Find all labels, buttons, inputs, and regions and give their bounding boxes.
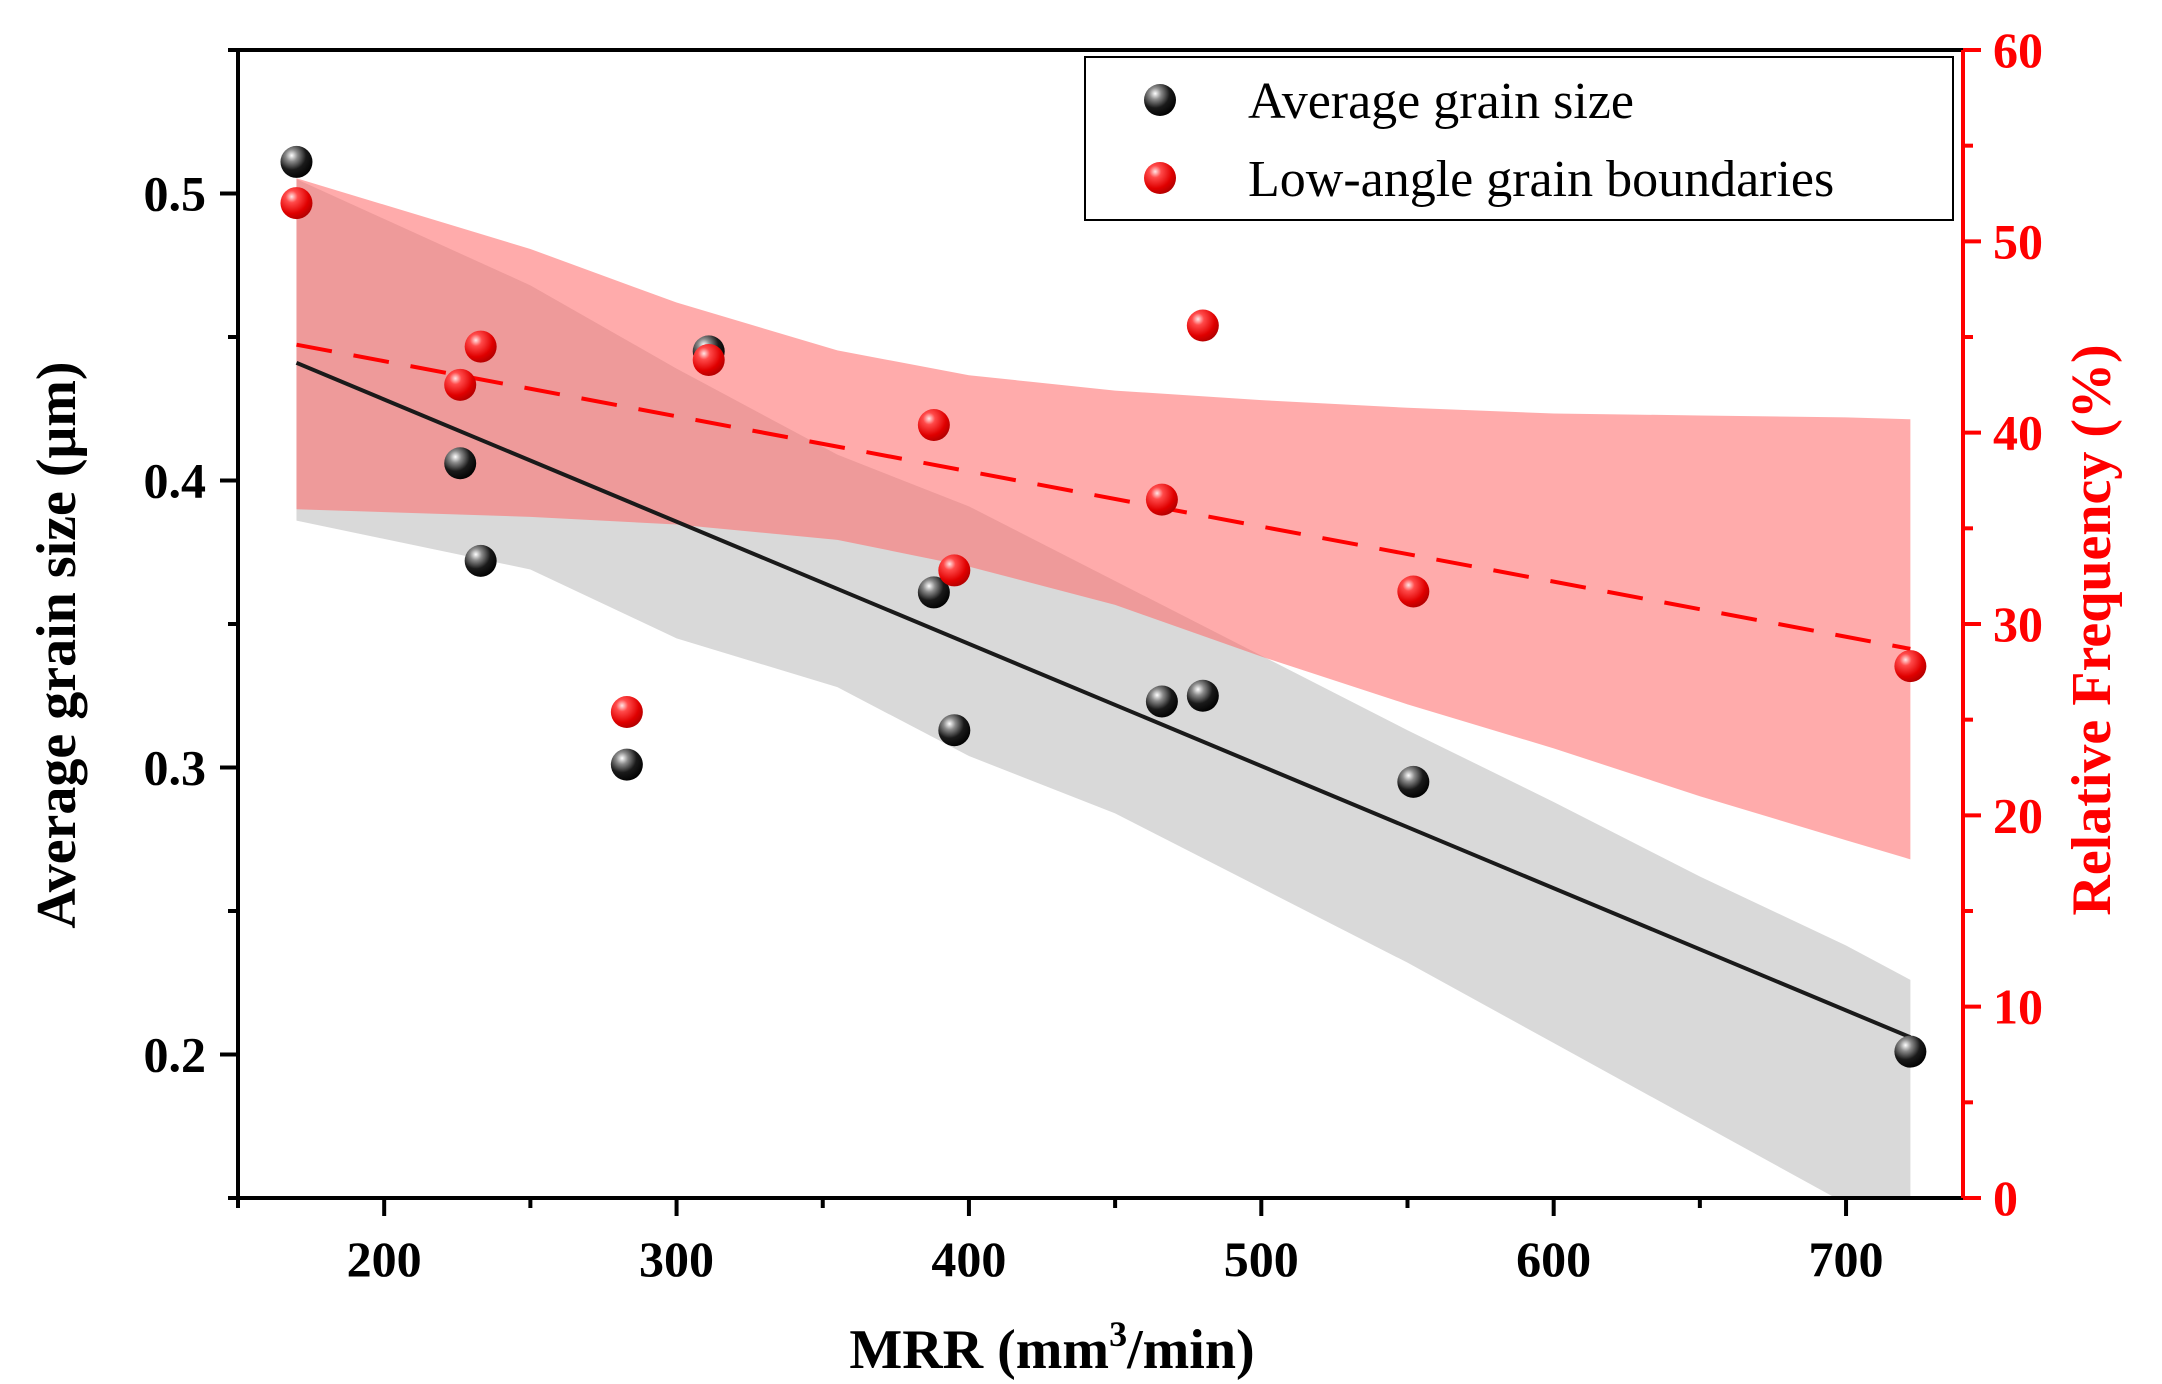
axis-titles: MRR (mm3/min) Average grain size (μm) Re…: [26, 344, 2123, 1381]
point-low-angle-grain-boundaries: [610, 696, 643, 729]
y-right-tick-label: 50: [1993, 213, 2043, 269]
y-right-tick-label: 30: [1993, 596, 2043, 652]
point-average-grain-size: [444, 447, 477, 480]
y-right-axis-title: Relative Frequency (%): [2061, 344, 2123, 915]
x-tick-label: 500: [1224, 1231, 1299, 1287]
y-right-tick-label: 60: [1993, 22, 2043, 78]
y-left-tick-label: 0.4: [144, 453, 207, 509]
x-tick-label: 400: [931, 1231, 1006, 1287]
x-tick-label: 200: [347, 1231, 422, 1287]
point-low-angle-grain-boundaries: [464, 330, 497, 363]
point-average-grain-size: [917, 576, 950, 609]
fit-line-average-grain-size: [295, 360, 1912, 1040]
point-average-grain-size: [1894, 1035, 1927, 1068]
point-low-angle-grain-boundaries: [1186, 309, 1219, 342]
axes: 200 300 400 500 600 700 0.2 0.3 0.4 0.5 0 10 20 30 40 5…: [144, 22, 2044, 1287]
x-axis-title: MRR (mm3/min): [849, 1314, 1254, 1381]
point-average-grain-size: [1145, 685, 1178, 718]
y-right-tick-label: 40: [1993, 405, 2043, 461]
point-average-grain-size: [1186, 679, 1219, 712]
point-low-angle-grain-boundaries: [1397, 575, 1430, 608]
point-average-grain-size: [1397, 765, 1430, 798]
point-average-grain-size: [610, 748, 643, 781]
x-tick-label: 700: [1809, 1231, 1884, 1287]
y-left-tick-label: 0.2: [144, 1027, 207, 1083]
fit-lines: [295, 342, 1912, 1040]
confidence-bands: [296, 178, 1911, 1198]
fit-line-low-angle-grain-boundaries: [296, 342, 1911, 651]
point-low-angle-grain-boundaries: [444, 368, 477, 401]
legend-label-average-grain-size: Average grain size: [1248, 73, 1634, 130]
y-left-tick-label: 0.3: [144, 740, 207, 796]
point-low-angle-grain-boundaries: [917, 409, 950, 442]
point-low-angle-grain-boundaries: [1145, 483, 1178, 516]
legend-box: [1084, 56, 1954, 221]
x-tick-label: 300: [639, 1231, 714, 1287]
point-low-angle-grain-boundaries: [692, 343, 725, 376]
point-low-angle-grain-boundaries: [280, 187, 313, 220]
point-low-angle-grain-boundaries: [938, 554, 971, 587]
y-right-tick-label: 0: [1993, 1170, 2018, 1226]
point-average-grain-size: [280, 145, 313, 178]
legend: Average grain size Low-angle grain bound…: [1084, 56, 1954, 221]
y-left-axis-title: Average grain size (μm): [26, 361, 88, 928]
data-points: [280, 145, 1927, 1068]
legend-label-low-angle-grain-boundaries: Low-angle grain boundaries: [1248, 151, 1834, 208]
point-average-grain-size: [464, 544, 497, 577]
y-left-tick-label: 0.5: [144, 166, 207, 222]
legend-marker-low-angle-grain-boundaries: [1144, 162, 1176, 194]
point-average-grain-size: [938, 714, 971, 747]
y-right-tick-label: 20: [1993, 787, 2043, 843]
x-tick-label: 600: [1516, 1231, 1591, 1287]
legend-marker-average-grain-size: [1144, 84, 1176, 116]
y-right-tick-label: 10: [1993, 979, 2043, 1035]
point-low-angle-grain-boundaries: [1894, 650, 1927, 683]
